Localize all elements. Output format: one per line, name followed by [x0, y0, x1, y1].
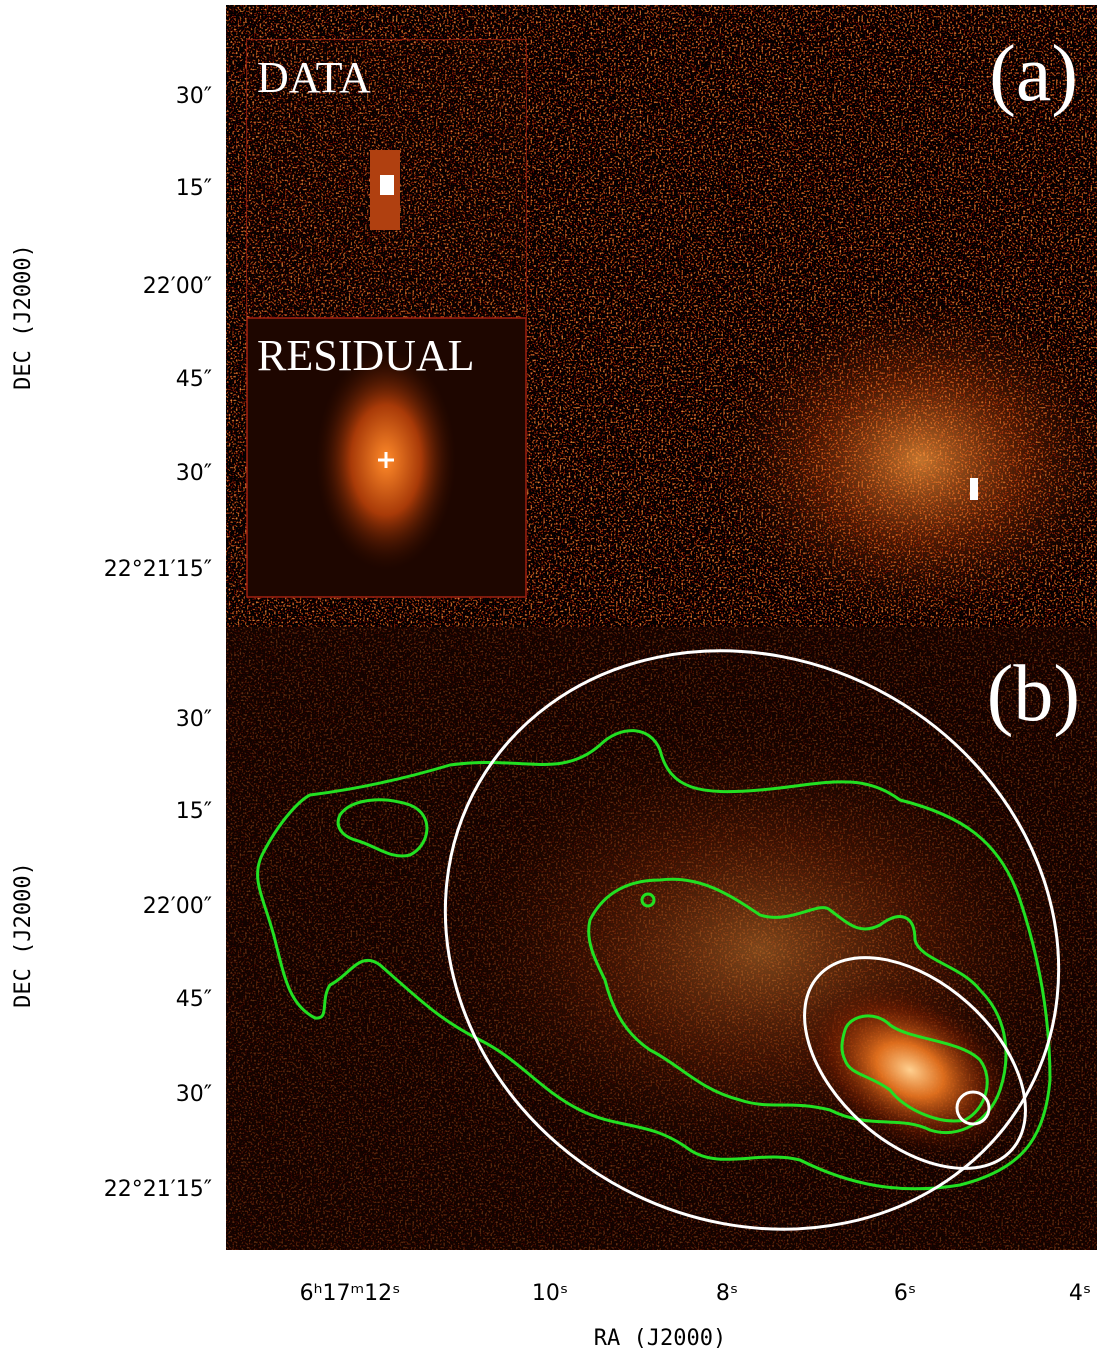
point-source	[970, 478, 978, 500]
y-axis-label: DEC (J2000)	[11, 244, 36, 390]
y-tick-label: 30″	[176, 461, 212, 486]
x-tick-label: 10ˢ	[532, 1281, 568, 1306]
panel-a: DATA RESIDUAL (a)	[226, 5, 1097, 630]
y-tick-label: 22′00″	[143, 274, 212, 299]
panel-label: (b)	[987, 650, 1080, 738]
y-tick-label: 22′00″	[143, 894, 212, 919]
y-tick-label: 30″	[176, 1082, 212, 1107]
y-tick-label: 30″	[176, 707, 212, 732]
y-tick-label: 22°21′15″	[104, 1177, 212, 1202]
y-tick-label: 15″	[176, 176, 212, 201]
x-tick-label: 8ˢ	[716, 1281, 738, 1306]
y-tick-label: 45″	[176, 987, 212, 1012]
y-axis-label: DEC (J2000)	[11, 862, 36, 1008]
y-tick-label: 30″	[176, 84, 212, 109]
inset-label: RESIDUAL	[257, 331, 475, 380]
panel-b: (b)	[226, 540, 1097, 1340]
panel-label: (a)	[989, 30, 1078, 118]
y-tick-label: 45″	[176, 367, 212, 392]
x-tick-label: 6ˢ	[894, 1281, 916, 1306]
figure: DATA RESIDUAL (a) (b) DEC (J2000) DEC (J…	[0, 0, 1097, 1360]
y-tick-label: 15″	[176, 799, 212, 824]
y-tick-label: 22°21′15″	[104, 557, 212, 582]
x-axis-label: RA (J2000)	[594, 1326, 726, 1351]
x-tick-label: 4ˢ	[1069, 1281, 1091, 1306]
inset-peak	[380, 175, 394, 195]
inset-label: DATA	[257, 53, 371, 102]
x-tick-label: 6ʰ17ᵐ12ˢ	[300, 1281, 401, 1306]
